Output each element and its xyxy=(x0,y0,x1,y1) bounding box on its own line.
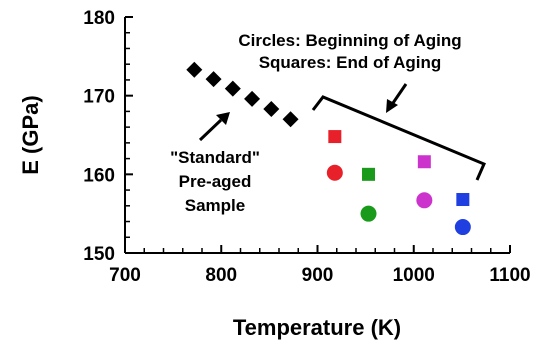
circle-point xyxy=(326,164,343,181)
diamond-point xyxy=(244,90,261,107)
y-axis-title: E (GPa) xyxy=(18,95,43,174)
diamond-point xyxy=(186,61,203,78)
x-tick-label: 900 xyxy=(302,265,334,286)
diamond-point xyxy=(282,111,299,128)
y-tick-label: 180 xyxy=(83,8,115,29)
x-tick-label: 1100 xyxy=(489,265,530,286)
x-tick-label: 1000 xyxy=(393,265,435,286)
circle-point xyxy=(416,192,433,209)
diamond-point xyxy=(263,101,280,118)
sample-label-line-2: Pre-aged xyxy=(179,172,252,191)
square-point xyxy=(328,130,342,144)
legend-line-squares: Squares: End of Aging xyxy=(259,53,442,72)
diamond-point xyxy=(205,71,222,88)
y-tick-label: 170 xyxy=(83,87,115,108)
sample-label-line-3: Sample xyxy=(185,196,245,215)
y-tick-label: 150 xyxy=(83,244,115,265)
data-marks xyxy=(186,61,471,236)
x-tick-label: 700 xyxy=(109,265,141,286)
square-point xyxy=(362,167,376,181)
x-ticks: 700 800 900 1000 1100 xyxy=(109,245,531,286)
arrow-to-bracket xyxy=(386,83,408,113)
legend-line-circles: Circles: Beginning of Aging xyxy=(238,31,461,50)
square-point xyxy=(456,193,470,207)
circle-point xyxy=(360,205,377,222)
square-point xyxy=(417,155,431,169)
diamond-point xyxy=(224,80,241,97)
arrow-to-diamonds xyxy=(198,112,230,142)
y-ticks: 150 160 170 180 xyxy=(83,8,133,265)
y-tick-label: 160 xyxy=(83,165,115,186)
aging-bracket xyxy=(311,95,486,181)
x-axis-title: Temperature (K) xyxy=(233,315,401,340)
sample-label-line-1: "Standard" xyxy=(170,148,260,167)
x-tick-label: 800 xyxy=(205,265,237,286)
circle-point xyxy=(454,219,471,236)
